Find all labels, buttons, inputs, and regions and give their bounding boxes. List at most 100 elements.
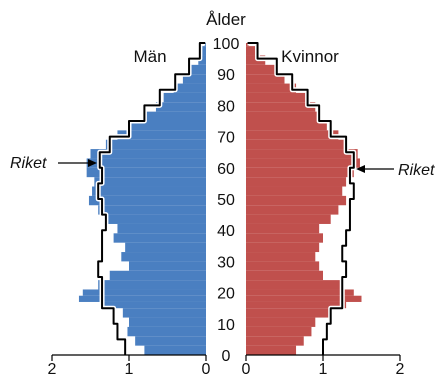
age-tick-20: 20 <box>217 286 235 303</box>
x-tick-left-2: 2 <box>48 361 57 377</box>
men-bar-age-15 <box>102 301 206 309</box>
women-bar-age-60 <box>246 158 360 168</box>
men-bar-age-84 <box>173 83 206 93</box>
age-tick-40: 40 <box>217 223 235 240</box>
men-bar-age-21 <box>98 280 206 290</box>
women-bar-age-21 <box>246 280 343 290</box>
women-bars <box>246 43 362 355</box>
women-bar-age-96 <box>246 46 256 56</box>
men-bar-age-75 <box>144 111 206 121</box>
men-bar-age-90 <box>190 64 206 75</box>
age-tick-60: 60 <box>217 161 235 178</box>
men-bar-age-0 <box>144 345 206 355</box>
women-bar-age-27 <box>246 261 320 271</box>
men-bar-age-30 <box>121 252 206 262</box>
men-bar-age-93 <box>198 55 206 65</box>
age-tick-10: 10 <box>217 317 235 334</box>
men-bar-age-69 <box>117 130 206 140</box>
women-bar-age-72 <box>246 121 327 131</box>
age-tick-0: 0 <box>222 348 231 365</box>
men-bar-age-63 <box>90 149 206 159</box>
women-bar-age-17 <box>246 295 362 302</box>
women-bar-age-42 <box>246 214 331 224</box>
women-bar-age-3 <box>246 336 304 346</box>
women-bar-age-45 <box>246 205 339 215</box>
x-tick-left-1: 1 <box>125 361 134 377</box>
men-bar-age-57 <box>86 167 206 178</box>
men-bar-age-45 <box>98 205 206 215</box>
women-bar-age-54 <box>246 177 347 187</box>
riket-annotation-right: Riket <box>356 162 435 179</box>
age-tick-80: 80 <box>217 98 235 115</box>
women-label: Kvinnor <box>281 47 339 66</box>
men-bar-age-96 <box>202 46 206 56</box>
women-bar-age-30 <box>246 252 316 262</box>
women-bar-age-19 <box>246 289 354 296</box>
riket-annotation-left: Riket <box>10 155 97 172</box>
men-bar-age-9 <box>129 317 206 327</box>
x-tick-marks <box>51 355 401 361</box>
men-bar-age-12 <box>122 308 206 318</box>
men-bar-age-27 <box>129 261 206 271</box>
x-tick-right-1: 1 <box>319 361 328 377</box>
men-bar-age-66 <box>105 139 206 150</box>
men-label: Män <box>133 47 166 66</box>
men-bar-age-51 <box>92 186 206 196</box>
age-tick-90: 90 <box>217 67 235 84</box>
age-tick-30: 30 <box>217 254 235 271</box>
reference-lines <box>95 40 357 355</box>
men-bars <box>78 43 206 355</box>
women-bar-age-84 <box>246 83 297 93</box>
men-bar-age-24 <box>109 270 206 281</box>
men-bar-age-87 <box>182 74 206 84</box>
men-bar-age-54 <box>94 177 206 187</box>
women-bar-age-24 <box>246 270 323 281</box>
women-bar-age-51 <box>246 186 343 196</box>
x-tick-right-2: 2 <box>396 361 405 377</box>
men-bar-age-48 <box>88 195 206 206</box>
x-tick-right-0: 0 <box>242 361 251 377</box>
men-bar-age-6 <box>127 326 206 337</box>
x-tick-left-0: 0 <box>202 361 211 377</box>
men-bar-age-33 <box>125 242 206 253</box>
women-bar-age-81 <box>246 92 308 103</box>
men-bar-age-39 <box>117 223 206 234</box>
women-bar-age-12 <box>246 308 331 318</box>
age-tick-50: 50 <box>217 192 235 209</box>
women-bar-age-75 <box>246 111 320 121</box>
women-bar-age-78 <box>246 102 316 112</box>
women-bar-age-15 <box>246 301 347 309</box>
women-bar-age-90 <box>246 64 277 75</box>
riket-label-left: Riket <box>10 155 47 172</box>
women-bar-age-0 <box>246 345 297 355</box>
men-bar-age-99 <box>204 43 206 47</box>
riket-line-women <box>247 42 355 355</box>
women-bar-age-6 <box>246 326 312 337</box>
women-bar-age-66 <box>246 139 347 150</box>
women-bar-age-36 <box>246 233 323 243</box>
age-tick-70: 70 <box>217 130 235 147</box>
men-bar-age-19 <box>82 289 206 296</box>
men-bar-age-17 <box>78 295 206 302</box>
men-bar-age-42 <box>105 214 206 224</box>
men-bar-age-72 <box>129 121 206 131</box>
x-tick-labels: 2 1 0 0 1 2 <box>48 361 405 377</box>
women-bar-age-69 <box>246 130 339 140</box>
women-bar-age-33 <box>246 242 320 253</box>
riket-label-right: Riket <box>398 162 435 179</box>
chart-title: Ålder <box>206 10 246 29</box>
riket-arrowhead-left <box>88 159 97 167</box>
women-bar-age-9 <box>246 317 316 327</box>
men-bar-age-36 <box>113 233 206 243</box>
riket-arrowhead-right <box>356 165 365 173</box>
riket-line-men <box>97 42 206 355</box>
age-tick-labels: 0 10 20 30 40 50 60 70 80 90 100 <box>213 36 240 365</box>
women-bar-age-63 <box>246 149 358 159</box>
women-bar-age-87 <box>246 74 285 84</box>
women-bar-age-57 <box>246 167 354 178</box>
men-bar-age-81 <box>163 92 206 103</box>
men-bar-age-60 <box>86 158 206 168</box>
women-bar-age-48 <box>246 195 347 206</box>
women-bar-age-39 <box>246 223 320 234</box>
x-axis: 2 1 0 0 1 2 <box>48 354 405 377</box>
